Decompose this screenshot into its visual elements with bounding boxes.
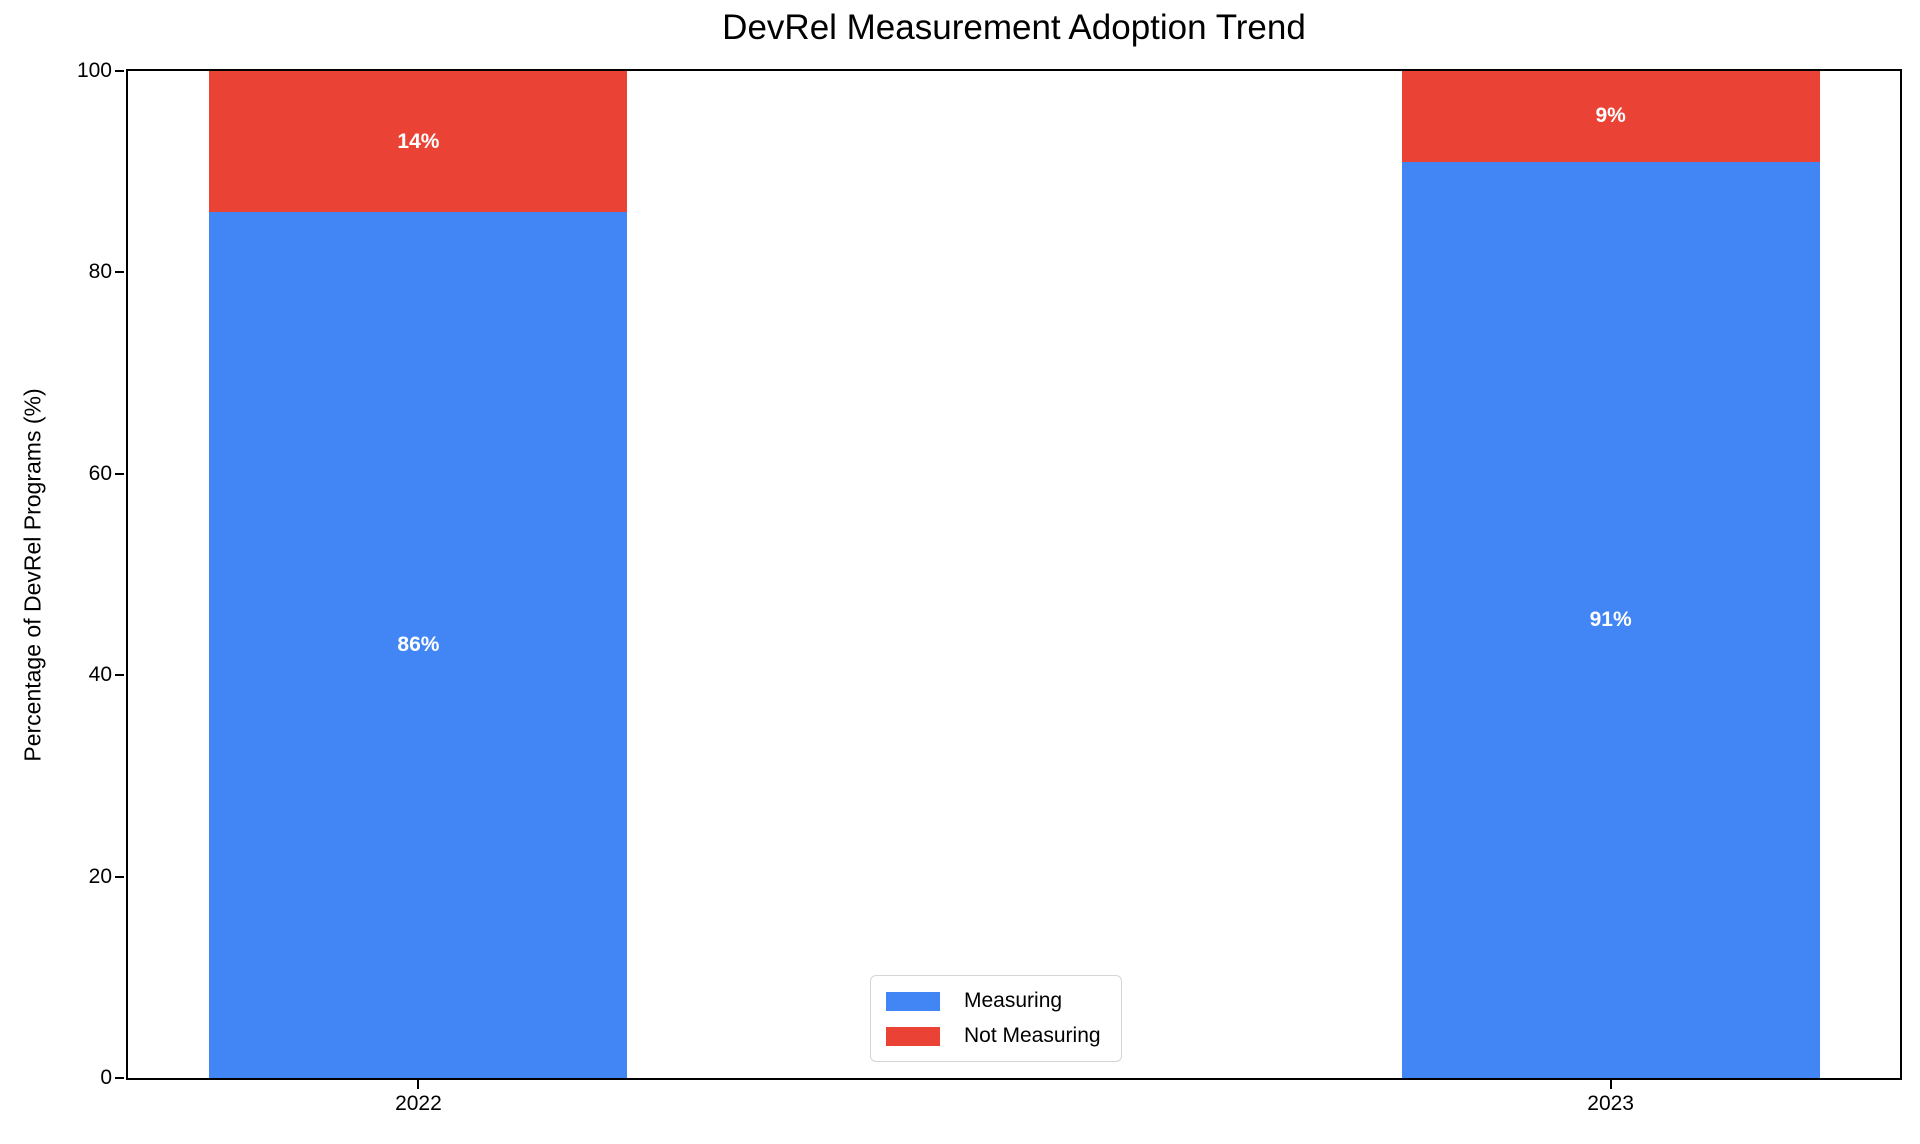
bar-value-label: 86%	[397, 632, 440, 656]
legend-item-not-measuring: Not Measuring	[886, 1024, 1101, 1048]
legend-item-measuring: Measuring	[886, 989, 1101, 1013]
bar-segment-measuring: 86%	[209, 211, 628, 1078]
x-tick-label-2023: 2023	[1587, 1092, 1634, 1115]
y-tick-label: 20	[88, 864, 112, 888]
y-axis-label: Percentage of DevRel Programs (%)	[19, 388, 46, 762]
y-tick-mark	[115, 875, 124, 878]
legend: Measuring Not Measuring	[870, 975, 1122, 1062]
y-tick-label: 60	[88, 461, 112, 485]
x-tick-mark	[1609, 1080, 1612, 1089]
y-tick-label: 0	[100, 1066, 112, 1089]
legend-label: Not Measuring	[964, 1024, 1101, 1047]
y-tick-mark	[115, 70, 124, 72]
plot-area: Measuring Not Measuring 0 20 40 60 80 100 86% 14…	[77, 59, 1902, 1115]
bar-2022: 86% 14%	[209, 71, 628, 1078]
x-tick-label-2022: 2022	[395, 1092, 442, 1115]
chart-title: DevRel Measurement Adoption Trend	[722, 8, 1306, 47]
bar-2023: 91% 9%	[1401, 71, 1820, 1078]
bar-value-label: 9%	[1595, 104, 1626, 128]
bar-segment-not-measuring: 14%	[209, 71, 628, 212]
y-tick-label: 80	[88, 260, 112, 284]
bar-segment-measuring: 91%	[1401, 161, 1820, 1078]
y-tick-label: 100	[76, 59, 112, 82]
bar-segment-not-measuring: 9%	[1401, 71, 1820, 162]
y-tick-label: 40	[88, 663, 112, 687]
y-tick-mark	[115, 1077, 124, 1079]
bar-value-label: 14%	[397, 129, 440, 153]
y-tick-mark	[115, 472, 124, 475]
legend-label: Measuring	[964, 989, 1063, 1012]
bar-value-label: 91%	[1589, 607, 1632, 631]
y-tick-mark	[115, 674, 124, 677]
legend-swatch-not-measuring	[886, 1026, 940, 1046]
x-tick-mark	[417, 1080, 420, 1089]
y-tick-mark	[115, 271, 124, 274]
legend-swatch-measuring	[886, 991, 940, 1011]
